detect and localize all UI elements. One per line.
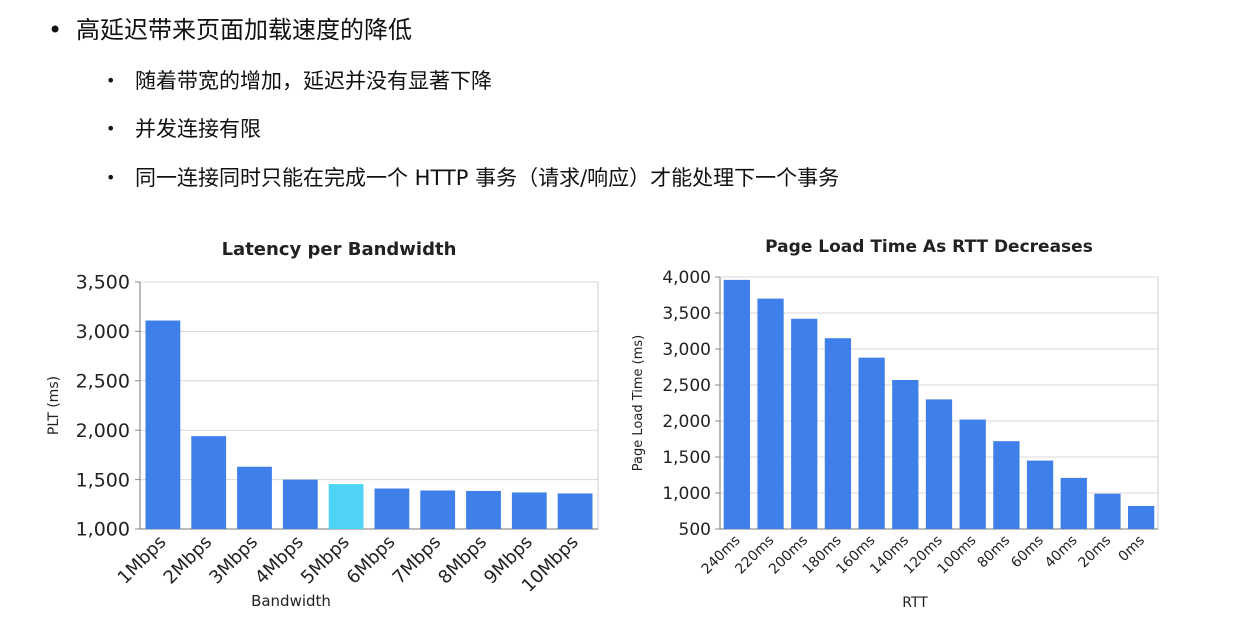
x-tick-label: 0ms — [1116, 533, 1148, 565]
y-tick-label: 1,500 — [76, 469, 130, 491]
x-tick-label: 7Mbps — [389, 532, 446, 589]
bar — [237, 466, 272, 529]
bar — [191, 436, 227, 529]
y-tick-label: 1,000 — [662, 484, 711, 504]
bullet-dot: • — [106, 168, 116, 187]
x-tick-label: 5Mbps — [297, 532, 354, 589]
bar — [1094, 493, 1121, 529]
x-tick-label: 8Mbps — [434, 532, 491, 589]
bar — [723, 279, 750, 529]
bar — [511, 492, 547, 529]
bar — [858, 357, 885, 529]
bar — [145, 320, 181, 529]
bar — [892, 379, 919, 529]
y-tick-label: 2,500 — [76, 370, 130, 392]
bar — [791, 318, 818, 529]
y-tick-label: 2,000 — [662, 412, 711, 432]
bar — [374, 488, 410, 529]
y-axis-label: Page Load Time (ms) — [631, 335, 646, 471]
x-tick-label: 40ms — [1042, 533, 1081, 572]
y-tick-label: 500 — [679, 520, 711, 540]
page-load-time-chart: Page Load Time As RTT Decreases 500 1,000 1… — [631, 237, 1159, 611]
y-tick-label: 3,500 — [662, 304, 711, 324]
bar — [466, 490, 501, 529]
bar — [328, 484, 364, 529]
x-tick-label: 60ms — [1008, 533, 1047, 572]
bullet-dot: • — [48, 16, 63, 44]
y-tick-label: 4,000 — [662, 268, 711, 288]
sub-bullet-text: 并发连接有限 — [135, 117, 261, 141]
bar — [282, 479, 318, 529]
y-tick-label: 1,000 — [76, 519, 130, 541]
x-tick-label: 4Mbps — [251, 532, 308, 589]
sub-bullet-text: 随着带宽的增加，延迟并没有显著下降 — [135, 69, 492, 93]
y-axis-label: PLT (ms) — [46, 376, 62, 435]
latency-per-bandwidth-chart: Latency per Bandwidth 1,000 1,500 2,000 2,50… — [46, 239, 599, 610]
chart-title: Latency per Bandwidth — [222, 239, 457, 260]
x-tick-label: 80ms — [974, 533, 1013, 572]
sub-bullet-text: 同一连接同时只能在完成一个 HTTP 事务（请求/响应）才能处理下一个事务 — [135, 166, 840, 190]
bar — [925, 399, 953, 529]
bar — [557, 493, 593, 529]
y-tick-label: 2,000 — [76, 420, 130, 442]
bar — [757, 298, 784, 529]
bar — [959, 419, 986, 529]
x-tick-label: 20ms — [1076, 533, 1115, 572]
bar — [993, 441, 1020, 529]
bullet-dot: • — [106, 119, 116, 138]
chart-title: Page Load Time As RTT Decreases — [765, 237, 1093, 257]
y-tick-label: 3,000 — [662, 340, 711, 360]
x-tick-label: 3Mbps — [205, 532, 262, 589]
x-axis-label: RTT — [902, 595, 928, 611]
y-tick-label: 1,500 — [662, 448, 711, 468]
bar — [420, 490, 456, 529]
bar — [824, 338, 852, 529]
y-tick-label: 2,500 — [662, 376, 711, 396]
bar — [1060, 477, 1087, 529]
x-axis-label: Bandwidth — [251, 592, 331, 610]
y-tick-label: 3,500 — [76, 272, 130, 294]
x-tick-label: 6Mbps — [343, 532, 400, 589]
y-tick-label: 3,000 — [76, 321, 130, 343]
bar — [1128, 505, 1155, 529]
bar — [1026, 460, 1054, 529]
x-tick-label: 2Mbps — [160, 532, 217, 589]
main-bullet-text: 高延迟带来页面加载速度的降低 — [76, 16, 412, 44]
bullet-dot: • — [106, 71, 116, 90]
